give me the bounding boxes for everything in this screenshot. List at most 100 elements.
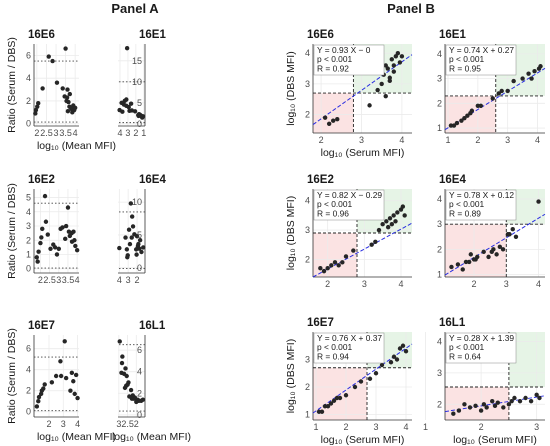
- data-point: [36, 399, 41, 404]
- data-point: [499, 88, 504, 94]
- data-point: [124, 97, 129, 102]
- annotation-text: p < 0.001: [317, 54, 353, 64]
- x-tick-label: 3: [56, 275, 61, 285]
- data-point: [505, 88, 510, 94]
- annotation-text: Y = 0.78 X + 0.12: [449, 190, 514, 200]
- data-point: [127, 108, 132, 114]
- data-point: [513, 234, 519, 239]
- data-point: [325, 404, 331, 409]
- data-point: [331, 118, 336, 123]
- data-point: [387, 216, 393, 221]
- data-point: [127, 394, 132, 399]
- data-point: [517, 398, 523, 404]
- data-point: [322, 115, 328, 120]
- chart-title: 16E7: [307, 317, 334, 329]
- data-point: [402, 213, 407, 218]
- data-point: [367, 103, 372, 108]
- data-point: [385, 224, 391, 230]
- data-point: [397, 346, 403, 351]
- y-tick-label: 1: [26, 249, 31, 259]
- data-point: [128, 101, 134, 106]
- annotation-box: [313, 44, 385, 76]
- data-point: [40, 226, 45, 232]
- data-point: [58, 373, 64, 379]
- data-point: [389, 222, 395, 227]
- data-point: [337, 395, 343, 401]
- regression-line: [312, 343, 413, 414]
- x-tick-label: 3: [126, 275, 131, 285]
- data-point: [65, 87, 70, 92]
- data-point: [369, 242, 374, 247]
- y-tick-label: 3: [305, 225, 310, 235]
- x-tick-label: 4: [73, 128, 78, 138]
- x-tick-label: 3: [504, 279, 509, 289]
- data-point: [141, 245, 146, 250]
- data-point: [335, 116, 340, 122]
- chart-title: 16E6: [28, 29, 55, 41]
- data-point: [119, 360, 125, 366]
- data-point: [373, 239, 378, 244]
- annotation-text: R = 0.96: [317, 208, 349, 218]
- data-point: [520, 76, 525, 81]
- data-point: [481, 402, 487, 407]
- data-point: [135, 243, 141, 249]
- y-tick-label: 3: [437, 219, 442, 229]
- data-point: [126, 227, 132, 232]
- chart-title: 16E4: [139, 174, 166, 186]
- y-tick-label: 2: [137, 388, 142, 398]
- data-point: [506, 402, 512, 407]
- data-point: [358, 379, 364, 384]
- y-tick-label: 0: [137, 263, 142, 273]
- y-tick-label: 6: [137, 345, 142, 355]
- annotation-text: Y = 0.76 X + 0.37: [317, 333, 382, 343]
- data-point: [523, 395, 528, 401]
- data-point: [52, 245, 58, 250]
- y-tick-label: 5: [137, 98, 142, 108]
- data-point: [462, 115, 467, 121]
- x-tick-label: 2: [479, 422, 484, 432]
- x-tick-label: 3: [61, 419, 66, 429]
- data-point: [469, 108, 475, 113]
- data-point: [132, 232, 137, 237]
- data-point: [56, 246, 61, 251]
- data-point: [379, 362, 385, 368]
- data-point: [35, 259, 40, 264]
- y-axis-label: Ratio (Serum / DBS): [6, 183, 18, 279]
- data-point: [75, 395, 80, 401]
- y-tick-label: 3: [305, 355, 310, 365]
- y-tick-label: 0: [26, 407, 31, 417]
- data-point: [456, 408, 462, 413]
- data-point: [387, 78, 392, 84]
- data-point: [134, 399, 139, 405]
- data-point: [373, 371, 379, 376]
- data-point: [42, 382, 47, 387]
- data-point: [117, 107, 122, 113]
- data-point: [451, 123, 457, 128]
- data-point: [139, 249, 144, 255]
- data-point: [45, 232, 50, 237]
- data-point: [72, 391, 77, 397]
- y-tick-label: 0: [137, 119, 142, 129]
- y-tick-label: 0: [137, 410, 142, 420]
- data-point: [319, 409, 325, 414]
- data-point: [73, 243, 78, 249]
- data-point: [379, 81, 384, 87]
- y-tick-label: 2: [26, 96, 31, 106]
- data-point: [48, 246, 53, 251]
- data-point: [67, 91, 73, 97]
- x-tick-label: 2: [135, 275, 140, 285]
- panel-b-title: Panel B: [387, 1, 435, 16]
- data-point: [536, 199, 541, 204]
- data-point: [529, 76, 534, 81]
- data-point: [58, 359, 63, 364]
- y-tick-label: 4: [437, 336, 442, 346]
- y-tick-label: 2: [305, 382, 310, 392]
- x-tick-label: 1: [445, 135, 450, 145]
- data-point: [343, 393, 349, 398]
- x-axis-label: log₁₀ (Serum MFI): [453, 434, 537, 446]
